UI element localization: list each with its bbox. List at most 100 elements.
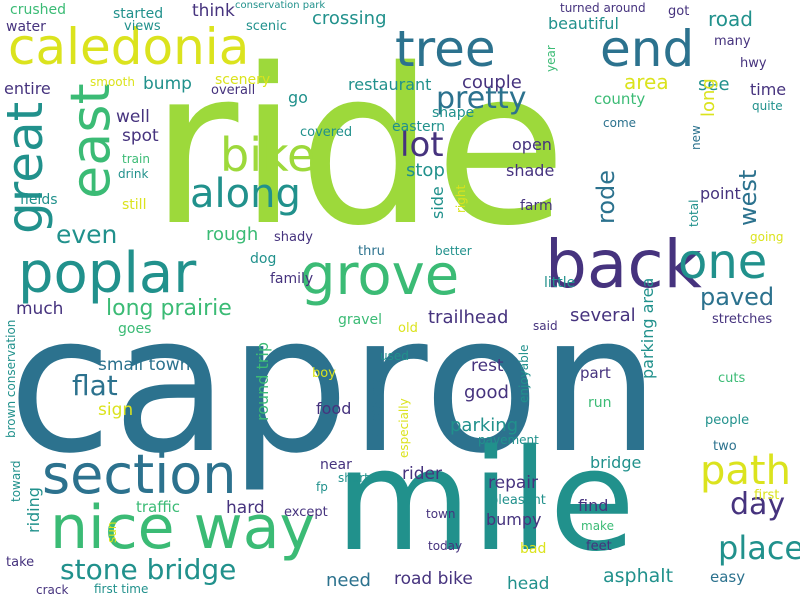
word: shade <box>506 161 555 180</box>
word: head <box>507 574 550 594</box>
word: dog <box>250 251 277 267</box>
word: first time <box>94 582 149 596</box>
word: bridge <box>590 453 642 472</box>
word: shady <box>274 230 313 245</box>
word: run <box>588 395 612 411</box>
word: water <box>6 19 46 35</box>
word: town <box>426 507 456 521</box>
word: entire <box>4 79 51 98</box>
word: poplar <box>18 241 197 306</box>
word: near <box>320 457 352 473</box>
word: brown conservation <box>4 319 18 438</box>
word: shape <box>432 105 475 121</box>
word: especially <box>397 398 411 458</box>
word: much <box>16 299 64 319</box>
word: two <box>713 439 737 454</box>
word: bumpy <box>486 510 542 529</box>
word: make <box>581 519 614 533</box>
word: fields <box>20 192 58 208</box>
word: goes <box>118 321 152 337</box>
word: long <box>698 78 719 117</box>
word: hard <box>226 498 265 518</box>
word: pavement <box>478 433 539 447</box>
word: right <box>454 184 468 213</box>
word: riding <box>24 487 43 533</box>
word: bad <box>520 541 547 557</box>
word: drink <box>118 167 149 181</box>
word: fp <box>316 480 328 494</box>
word: crossing <box>312 8 387 29</box>
word: still <box>122 197 147 213</box>
word: capron <box>8 274 661 495</box>
word: small towns <box>98 355 200 375</box>
word: thru <box>358 244 385 259</box>
word: scenery <box>215 72 271 88</box>
word: farm <box>520 198 553 214</box>
word: bike <box>220 128 316 182</box>
word: point <box>700 184 741 203</box>
word: people <box>705 413 750 428</box>
word: ride <box>150 22 567 273</box>
word: grove <box>300 243 460 308</box>
word: rider <box>402 464 442 484</box>
word: first <box>754 488 780 503</box>
word: parking area <box>638 277 657 379</box>
word: day <box>730 487 786 522</box>
word: easy <box>710 568 746 586</box>
word: scenic <box>246 19 287 34</box>
word: take <box>6 555 35 570</box>
word: tree <box>395 20 496 78</box>
word: rode <box>592 169 620 224</box>
word: round trip <box>253 342 272 421</box>
word: bump <box>143 74 192 94</box>
word: gravel <box>338 312 383 328</box>
word: back <box>545 226 702 303</box>
word: east <box>59 83 122 199</box>
word: pretty <box>436 81 527 116</box>
word: open <box>512 135 552 154</box>
word: good <box>464 382 509 403</box>
word: new <box>689 125 703 150</box>
word: find <box>578 496 609 515</box>
word: county <box>594 90 646 108</box>
word: section <box>42 443 237 506</box>
word: crosses <box>366 378 385 438</box>
word: come <box>603 116 637 130</box>
word: sign <box>98 400 134 420</box>
word: along <box>190 171 301 217</box>
word: traffic <box>136 498 180 516</box>
word: turned around <box>560 1 646 15</box>
word: hwy <box>740 56 767 71</box>
word: end <box>600 20 695 78</box>
word: pleasant <box>490 493 546 508</box>
word: flat <box>72 369 118 402</box>
word: need <box>326 570 371 591</box>
word: cuts <box>718 371 746 386</box>
word: today <box>428 539 463 553</box>
word: stretches <box>712 312 773 327</box>
word: quite <box>752 99 783 113</box>
word: repair <box>488 473 538 493</box>
word: nice way <box>50 493 316 563</box>
word: food <box>316 399 352 418</box>
word: one <box>678 234 768 290</box>
word: little <box>544 275 576 291</box>
word: stop <box>406 160 445 181</box>
word: spot <box>122 126 159 146</box>
word: long prairie <box>106 296 232 321</box>
word: beautiful <box>548 14 619 33</box>
word: conservation park <box>235 0 326 11</box>
word: short <box>338 471 369 485</box>
word: year <box>544 45 558 72</box>
word: total <box>687 199 701 227</box>
word: side <box>428 186 447 219</box>
word: started <box>113 6 164 22</box>
word: even <box>56 220 118 249</box>
word: rough <box>206 224 259 245</box>
word: overall <box>211 83 256 98</box>
word: smooth <box>90 75 135 89</box>
word: couple <box>462 72 522 93</box>
word: feet <box>586 539 612 554</box>
word: trailhead <box>428 307 509 328</box>
word: toward <box>9 460 23 502</box>
